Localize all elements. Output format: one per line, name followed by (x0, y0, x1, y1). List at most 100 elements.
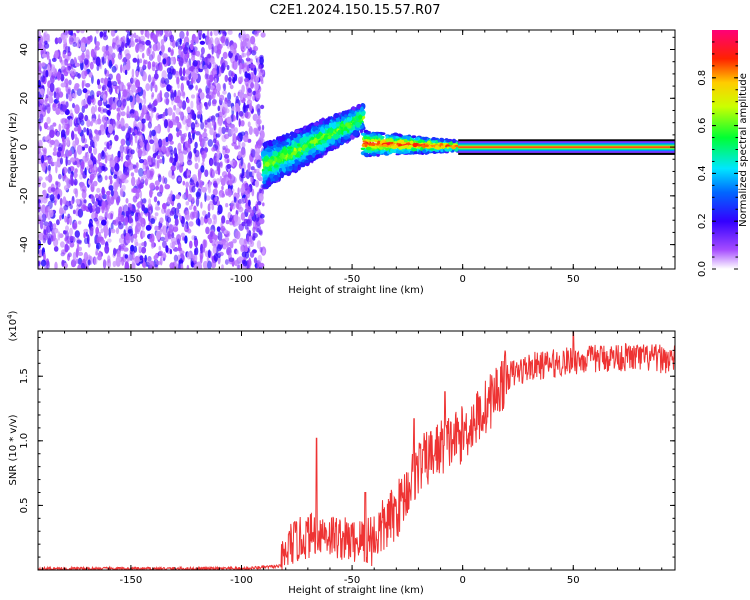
heatmap-cell (49, 194, 55, 202)
heatmap-cell (207, 53, 212, 59)
heatmap-cell (179, 38, 182, 45)
heatmap-cell (196, 50, 201, 58)
heatmap-cell (131, 68, 135, 78)
heatmap-cell (159, 184, 164, 195)
heatmap-cell (359, 124, 364, 129)
heatmap-cell (130, 113, 135, 119)
heatmap-cell (217, 204, 223, 215)
heatmap-cell (60, 157, 63, 165)
heatmap-cell (97, 84, 102, 90)
heatmap-cell (221, 126, 226, 135)
heatmap-cell (190, 43, 194, 51)
heatmap-cell (81, 262, 85, 269)
heatmap-cell (256, 262, 260, 269)
heatmap-cell (74, 133, 78, 140)
heatmap-cell (62, 196, 67, 205)
heatmap-cell (67, 252, 72, 258)
heatmap-cell (195, 217, 201, 226)
heatmap-cell (157, 30, 163, 37)
heatmap-cell (392, 145, 397, 150)
heatmap-cell (87, 36, 92, 41)
heatmap-cell (81, 70, 87, 80)
heatmap-cell (200, 47, 205, 55)
heatmap-cell (389, 134, 395, 138)
heatmap-cell (107, 45, 113, 56)
heatmap-cell (175, 40, 178, 48)
heatmap-cell (221, 171, 228, 178)
heatmap-cell (77, 264, 82, 269)
heatmap-cell (125, 224, 128, 233)
heatmap-cell (246, 219, 251, 227)
heatmap-cell (173, 89, 177, 98)
heatmap-cell (54, 194, 58, 203)
heatmap-cell (440, 148, 444, 153)
heatmap-cell (212, 188, 218, 196)
heatmap-cell (50, 75, 55, 84)
heatmap-cell (80, 42, 86, 51)
heatmap-cell (397, 150, 403, 154)
heatmap-cell (228, 257, 235, 263)
heatmap-cell (148, 102, 152, 112)
heatmap-cell (200, 165, 205, 173)
heatmap-cell (60, 129, 66, 138)
heatmap-cell (192, 46, 198, 52)
heatmap-cell (232, 60, 238, 70)
heatmap-cell (182, 193, 187, 200)
heatmap-cell (182, 67, 186, 77)
heatmap-cell (178, 212, 181, 218)
heatmap-cells (38, 30, 675, 269)
heatmap-cell (178, 129, 182, 136)
heatmap-cell (239, 237, 245, 246)
heatmap-cell (47, 159, 53, 165)
heatmap-cell (137, 201, 140, 210)
heatmap-cell (207, 211, 211, 219)
heatmap-cell (448, 141, 454, 146)
heatmap-cell (112, 42, 117, 50)
heatmap-cell (247, 162, 251, 171)
heatmap-cell (97, 254, 102, 261)
heatmap-cell (190, 100, 194, 109)
heatmap-cell (240, 120, 245, 127)
heatmap-cell (262, 151, 269, 155)
heatmap-cell (114, 134, 119, 142)
heatmap-cell (432, 150, 436, 154)
heatmap-cell (45, 69, 49, 78)
heatmap-cell (128, 214, 132, 224)
heatmap-cell (250, 166, 255, 171)
heatmap-cell (370, 146, 377, 149)
heatmap-cell (111, 65, 117, 73)
heatmap-cell (224, 148, 231, 154)
heatmap-cell (181, 218, 185, 228)
heatmap-cell (264, 169, 268, 175)
heatmap-cell (266, 181, 272, 186)
heatmap-cell (63, 204, 69, 211)
heatmap-cell (411, 135, 417, 139)
heatmap-cell (138, 134, 144, 143)
heatmap-cell (148, 198, 152, 206)
heatmap-cell (56, 151, 62, 158)
heatmap-cell (54, 68, 58, 78)
heatmap-cell (195, 119, 198, 125)
heatmap-cell (148, 212, 151, 222)
heatmap-cell (142, 262, 147, 269)
x-tick-label: -100 (230, 274, 253, 285)
heatmap-cell (256, 172, 261, 179)
heatmap-cell (207, 203, 211, 212)
heatmap-cell (215, 113, 220, 118)
heatmap-cell (72, 102, 75, 109)
heatmap-cell (289, 135, 295, 141)
heatmap-cell (236, 210, 239, 215)
heatmap-cell (187, 169, 191, 176)
heatmap-cell (237, 187, 240, 195)
heatmap-cell (341, 116, 345, 122)
heatmap-cell (221, 264, 224, 269)
heatmap-cell (42, 189, 47, 198)
heatmap-cell (162, 145, 166, 154)
heatmap-cell (256, 139, 262, 149)
heatmap-cell (236, 111, 239, 121)
heatmap-cell (229, 45, 235, 51)
heatmap-cell (206, 30, 210, 40)
heatmap-cell (284, 163, 288, 167)
heatmap-cell (59, 197, 63, 207)
